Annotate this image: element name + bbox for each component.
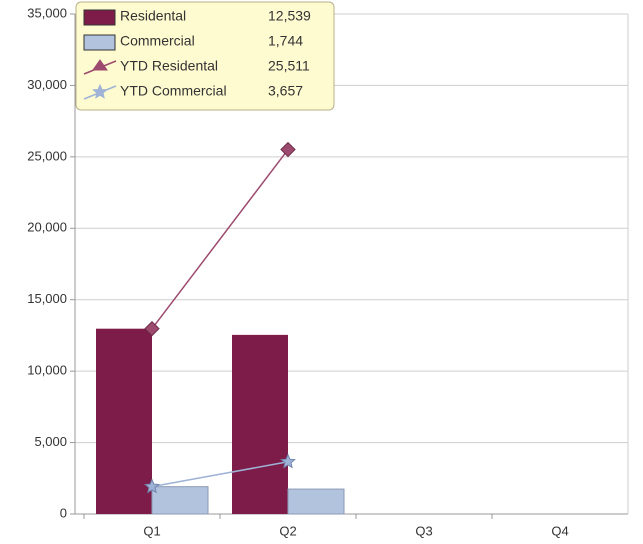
legend-marker bbox=[92, 59, 108, 71]
y-tick-label: 20,000 bbox=[27, 220, 67, 235]
legend-label: Residental bbox=[120, 8, 186, 24]
marker bbox=[280, 453, 296, 469]
x-tick-label: Q4 bbox=[551, 523, 568, 538]
legend-label: YTD Residental bbox=[120, 58, 218, 74]
bar bbox=[287, 488, 345, 515]
legend-value: 3,657 bbox=[268, 83, 303, 99]
legend-value: 25,511 bbox=[268, 58, 310, 74]
x-tick-label: Q3 bbox=[415, 523, 432, 538]
y-tick-label: 35,000 bbox=[27, 5, 67, 20]
y-tick-label: 15,000 bbox=[27, 291, 67, 306]
y-tick-label: 0 bbox=[60, 505, 67, 520]
line bbox=[151, 149, 289, 330]
y-tick-label: 5,000 bbox=[34, 434, 67, 449]
x-tick-label: Q2 bbox=[279, 523, 296, 538]
bar bbox=[151, 486, 209, 515]
legend-label: YTD Commercial bbox=[120, 83, 227, 99]
x-tick-label: Q1 bbox=[143, 523, 160, 538]
bar bbox=[96, 328, 152, 514]
marks bbox=[96, 141, 345, 515]
y-tick-label: 25,000 bbox=[27, 148, 67, 163]
legend-tooltip: Residental 12,539 Commercial 1,744 YTD Resid… bbox=[75, 1, 335, 111]
line bbox=[151, 461, 289, 488]
marker bbox=[280, 141, 296, 158]
bar bbox=[232, 334, 288, 514]
marker bbox=[144, 478, 160, 494]
legend-swatch bbox=[83, 9, 116, 26]
tooltip-box bbox=[75, 1, 335, 111]
legend-marker bbox=[92, 83, 108, 99]
legend-label: Commercial bbox=[120, 33, 195, 49]
marker bbox=[144, 320, 160, 337]
legend-value: 1,744 bbox=[268, 33, 303, 49]
legend-swatch bbox=[83, 34, 116, 51]
y-tick-label: 30,000 bbox=[27, 77, 67, 92]
legend-value: 12,539 bbox=[268, 8, 311, 24]
y-tick-label: 10,000 bbox=[27, 363, 67, 378]
